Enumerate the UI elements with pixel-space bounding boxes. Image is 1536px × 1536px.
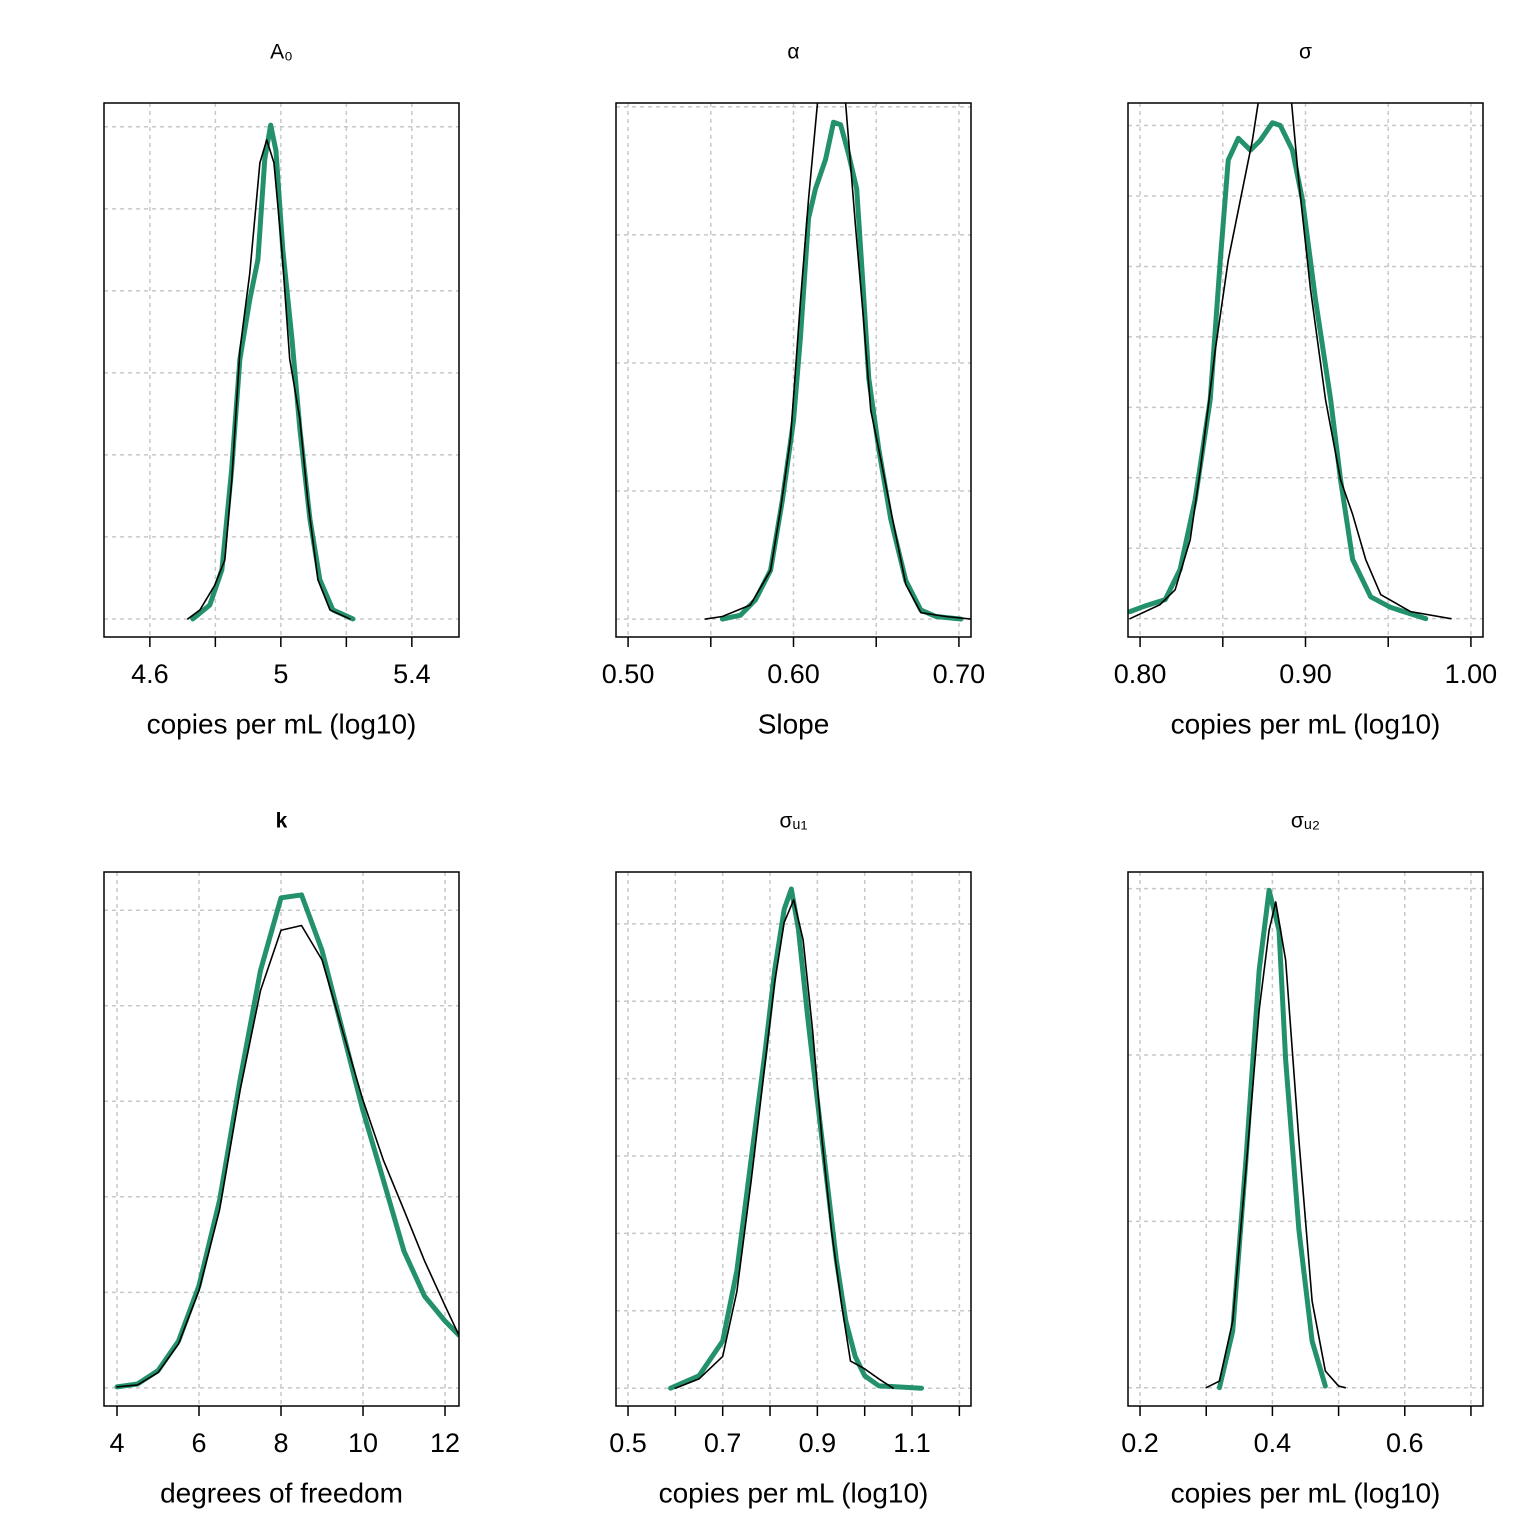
plot-frame — [1127, 102, 1484, 638]
x-axis-label: Slope — [758, 708, 830, 739]
density-curve — [704, 103, 971, 620]
plot-frame — [615, 102, 972, 638]
x-axis-label: degrees of freedom — [160, 1477, 403, 1508]
x-tick-label: 0.7 — [704, 1428, 742, 1458]
x-tick-label: 0.9 — [799, 1428, 837, 1458]
x-axis-label: copies per mL (log10) — [659, 1477, 929, 1508]
density-curve — [719, 119, 964, 622]
x-tick-label: 1.00 — [1445, 659, 1498, 689]
x-tick-label: 0.70 — [933, 659, 986, 689]
panel-title: k — [276, 810, 288, 833]
x-tick-label: 0.50 — [602, 659, 655, 689]
x-tick-label: 12 — [430, 1428, 460, 1458]
density-curve — [116, 924, 459, 1388]
x-tick-label: 8 — [273, 1428, 288, 1458]
density-curve — [114, 892, 459, 1390]
x-tick-label: 4.6 — [131, 659, 169, 689]
x-tick-label: 0.60 — [767, 659, 820, 689]
density-curve — [1129, 103, 1452, 620]
x-tick-label: 0.6 — [1386, 1428, 1424, 1458]
panel-title: A₀ — [270, 41, 293, 64]
plot-frame — [103, 102, 460, 638]
x-tick-label: 4 — [109, 1428, 124, 1458]
x-axis-label: copies per mL (log10) — [1171, 708, 1441, 739]
x-tick-label: 6 — [191, 1428, 206, 1458]
x-tick-label: 1.1 — [893, 1428, 931, 1458]
x-tick-label: 0.2 — [1121, 1428, 1159, 1458]
panel-title: α — [787, 41, 799, 64]
x-tick-label: 0.80 — [1114, 659, 1167, 689]
density-curve — [674, 899, 894, 1389]
x-tick-label: 5 — [273, 659, 288, 689]
density-curve — [190, 122, 356, 622]
x-axis-label: copies per mL (log10) — [147, 708, 417, 739]
panel-title: σ — [1299, 41, 1312, 64]
panel-title: σᵤ₁ — [779, 810, 807, 833]
density-curve — [187, 139, 351, 620]
x-tick-label: 0.4 — [1254, 1428, 1292, 1458]
plot-frame — [1127, 871, 1484, 1407]
density-curve — [1205, 901, 1347, 1389]
x-axis-label: copies per mL (log10) — [1171, 1477, 1441, 1508]
density-curve — [1128, 120, 1429, 622]
plot-frame — [615, 871, 972, 1407]
density-curve — [668, 886, 924, 1391]
x-tick-label: 0.5 — [609, 1428, 647, 1458]
panel-title: σᵤ₂ — [1291, 810, 1320, 833]
x-tick-label: 0.90 — [1279, 659, 1332, 689]
plot-frame — [103, 871, 460, 1407]
x-tick-label: 10 — [348, 1428, 378, 1458]
x-tick-label: 5.4 — [393, 659, 431, 689]
